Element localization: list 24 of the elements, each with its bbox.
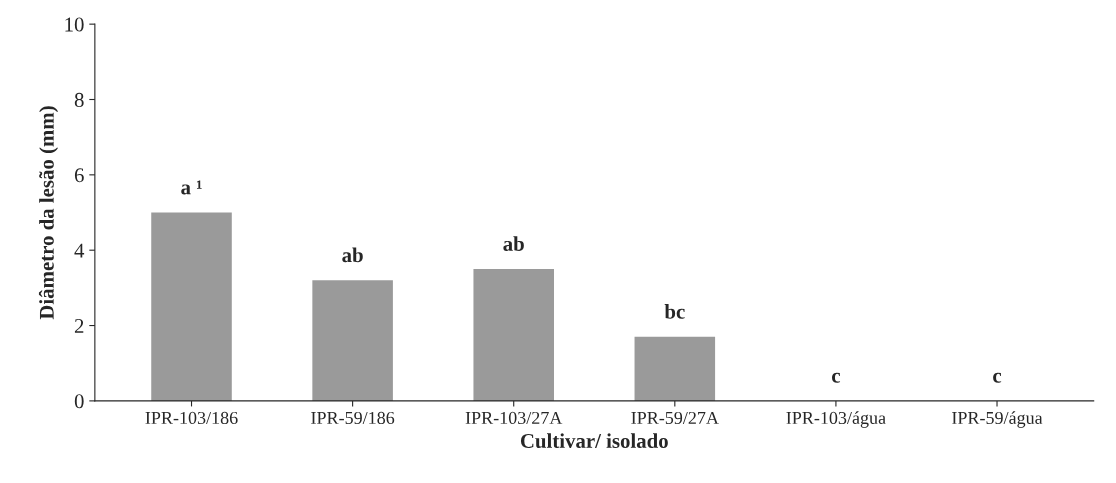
bar: [151, 212, 232, 401]
annotation: a ¹: [181, 180, 202, 195]
y-tick-label: 6: [74, 168, 84, 183]
y-tick-label: 8: [74, 92, 84, 107]
x-tick-label: IPR-59/27A: [631, 411, 719, 425]
y-axis-title: Diâmetro da lesão (mm): [38, 106, 59, 320]
y-tick-label: 2: [74, 318, 84, 333]
annotation: c: [993, 372, 1002, 383]
bar: [473, 269, 554, 401]
x-tick-label: IPR-59/186: [311, 411, 395, 425]
annotation: bc: [664, 304, 685, 319]
x-tick-label: IPR-103/27A: [465, 411, 563, 425]
y-tick-label: 0: [74, 394, 84, 409]
x-tick-label: IPR-103/água: [786, 411, 886, 428]
annotation: ab: [503, 236, 524, 251]
y-tick-label: 10: [65, 17, 84, 32]
x-axis-title: Cultivar/ isolado: [520, 433, 668, 449]
y-tick-label: 4: [74, 243, 85, 258]
bar: [312, 280, 393, 401]
bar: [634, 336, 716, 401]
annotation: c: [832, 372, 841, 383]
x-tick-label: IPR-103/186: [145, 411, 238, 425]
x-tick-label: IPR-59/água: [952, 411, 1043, 428]
annotation: ab: [342, 247, 363, 263]
